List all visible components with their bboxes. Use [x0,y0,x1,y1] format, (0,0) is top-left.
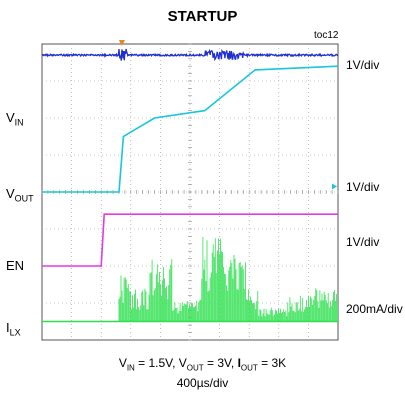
en-label: EN [6,258,25,273]
vout-label: VOUT [6,186,34,204]
ilx-switching [118,237,338,322]
vout-trace [42,65,339,193]
figure-id: toc12 [314,30,339,41]
vout-level-marker [332,183,337,190]
vout-scale: 1V/div [346,180,380,194]
markers [118,40,337,190]
vin-label: VIN [6,110,24,128]
en-scale: 1V/div [346,235,380,249]
ilx-scale: 200mA/div [346,302,403,316]
en-trace [42,213,338,267]
traces [41,48,339,323]
chart-title: STARTUP [167,8,238,25]
ilx-label: ILX [6,320,21,338]
conditions-caption: VIN = 1.5V, VOUT = 3V, IOUT = 3K [118,356,287,373]
vin-scale: 1V/div [346,58,380,72]
trigger-marker [118,40,125,46]
timebase-label: 400µs/div [176,376,229,390]
vin-trace [41,48,339,62]
